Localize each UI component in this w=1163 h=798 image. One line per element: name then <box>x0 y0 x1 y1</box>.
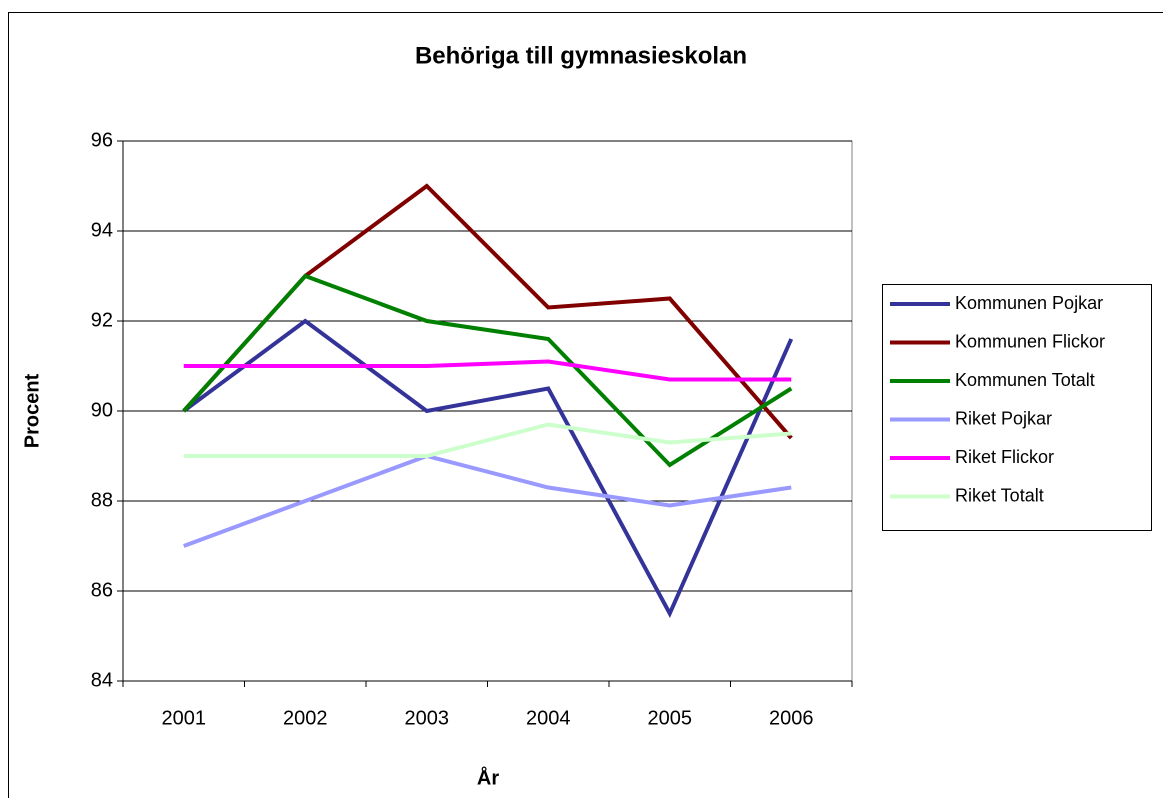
x-tick-label: 2003 <box>405 707 450 729</box>
x-tick-label: 2001 <box>162 707 207 729</box>
x-tick-label: 2002 <box>283 707 328 729</box>
y-axis-label: Procent <box>21 373 43 448</box>
chart-title: Behöriga till gymnasieskolan <box>415 42 747 69</box>
legend-label: Kommunen Flickor <box>955 331 1105 351</box>
legend-label: Riket Pojkar <box>955 408 1052 428</box>
y-tick-label: 92 <box>91 309 113 331</box>
y-tick-label: 88 <box>91 489 113 511</box>
y-tick-label: 84 <box>91 669 113 691</box>
legend-label: Kommunen Pojkar <box>955 293 1103 313</box>
y-tick-label: 94 <box>91 219 113 241</box>
series-line <box>182 273 793 468</box>
series-line <box>183 422 792 458</box>
legend-label: Kommunen Totalt <box>955 370 1095 390</box>
x-axis-label: År <box>477 765 499 789</box>
legend-label: Riket Flickor <box>955 447 1054 467</box>
legend-box <box>882 284 1152 531</box>
series-line <box>183 453 792 548</box>
y-tick-label: 90 <box>91 399 113 421</box>
series-line <box>182 318 794 619</box>
x-tick-label: 2005 <box>648 707 693 729</box>
x-tick-label: 2004 <box>526 707 571 729</box>
y-tick-label: 96 <box>91 129 113 151</box>
y-tick-label: 86 <box>91 579 113 601</box>
legend-label: Riket Totalt <box>955 485 1044 505</box>
series-line <box>183 359 792 382</box>
x-tick-label: 2006 <box>769 707 814 729</box>
